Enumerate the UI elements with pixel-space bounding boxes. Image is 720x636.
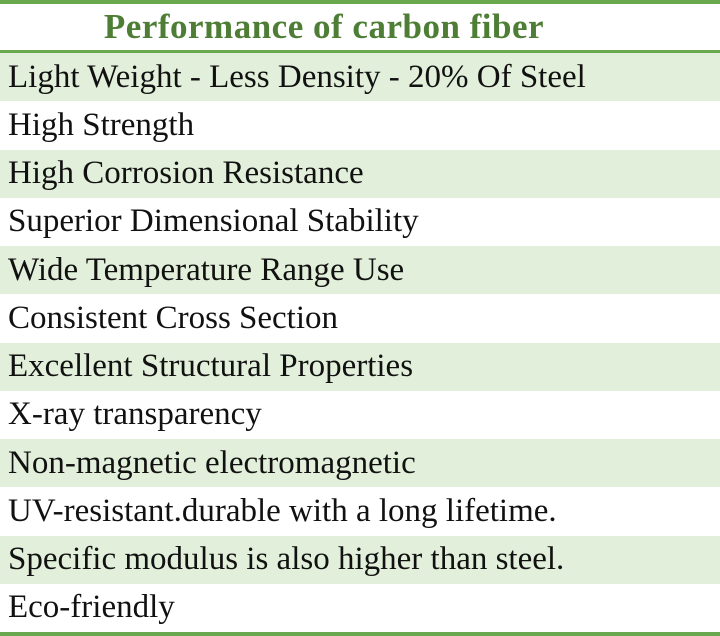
- title-underline-rule: [0, 50, 720, 53]
- table-row: UV-resistant.durable with a long lifetim…: [0, 487, 720, 536]
- table-row: Consistent Cross Section: [0, 294, 720, 343]
- table-row: Excellent Structural Properties: [0, 342, 720, 391]
- table-title-row: Performance of carbon fiber: [0, 4, 720, 50]
- table-row: Light Weight - Less Density - 20% Of Ste…: [0, 53, 720, 102]
- bottom-rule: [0, 632, 720, 636]
- table-row: Non-magnetic electromagnetic: [0, 439, 720, 488]
- table-row: Specific modulus is also higher than ste…: [0, 535, 720, 584]
- top-rule: [0, 0, 720, 4]
- table-row: X-ray transparency: [0, 390, 720, 439]
- table-row: High Corrosion Resistance: [0, 149, 720, 198]
- table-row: Superior Dimensional Stability: [0, 197, 720, 246]
- table-title: Performance of carbon fiber: [103, 7, 545, 46]
- table-row: Wide Temperature Range Use: [0, 246, 720, 295]
- table-body: Light Weight - Less Density - 20% Of Ste…: [0, 53, 720, 632]
- table-row: High Strength: [0, 101, 720, 150]
- table-row: Eco-friendly: [0, 583, 720, 632]
